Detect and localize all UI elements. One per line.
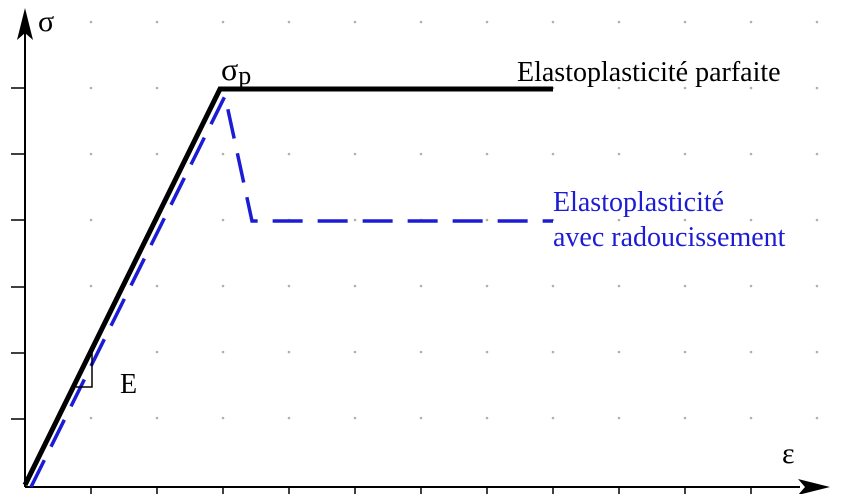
grid-dot [155, 152, 159, 156]
grid-dot [485, 152, 489, 156]
grid-dot [287, 284, 291, 288]
grid-dot [353, 284, 357, 288]
slope-triangle [76, 350, 93, 388]
grid-dot [617, 152, 621, 156]
grid-dot [221, 20, 225, 24]
grid-dot [749, 86, 753, 90]
grid-dot [155, 350, 159, 354]
grid-dot [551, 284, 555, 288]
softening-curve [29, 90, 553, 488]
grid-dot [815, 86, 819, 90]
grid-dot [617, 20, 621, 24]
grid-dot [749, 350, 753, 354]
grid-dot [749, 152, 753, 156]
peak-stress-label: σp [221, 51, 251, 90]
grid-dot [485, 416, 489, 420]
grid-dot [683, 218, 687, 222]
grid-dot [287, 20, 291, 24]
grid-dot [551, 152, 555, 156]
grid-dot [419, 20, 423, 24]
grid-dot [419, 284, 423, 288]
grid-dot [485, 218, 489, 222]
grid-dot [749, 416, 753, 420]
grid-dot [617, 284, 621, 288]
grid-dot [749, 218, 753, 222]
grid-dot [221, 284, 225, 288]
grid-dot [419, 152, 423, 156]
grid-dot [419, 416, 423, 420]
grid-dot [683, 416, 687, 420]
grid-dot [353, 152, 357, 156]
grid-dot [683, 284, 687, 288]
grid-dot [683, 152, 687, 156]
grid-dot [485, 20, 489, 24]
perfect-curve-label: Elastoplasticité parfaite [517, 57, 781, 88]
grid-dot [749, 20, 753, 24]
perfect-elastoplastic-curve [22, 86, 553, 487]
background-dot-grid [89, 20, 819, 420]
grid-dot [89, 20, 93, 24]
grid-dot [815, 416, 819, 420]
grid-dot [485, 284, 489, 288]
grid-dot [221, 350, 225, 354]
grid-dot [815, 350, 819, 354]
softening-curve-label-line-2: avec radoucissement [553, 222, 786, 253]
softening-curve-label-line-1: Elastoplasticité [553, 187, 724, 218]
grid-dot [617, 416, 621, 420]
grid-dot [287, 416, 291, 420]
grid-dot [815, 284, 819, 288]
grid-dot [221, 218, 225, 222]
grid-dot [287, 350, 291, 354]
grid-dot [485, 350, 489, 354]
grid-dot [89, 152, 93, 156]
slope-label: E [120, 369, 137, 400]
grid-dot [683, 20, 687, 24]
grid-dot [89, 416, 93, 420]
grid-dot [155, 416, 159, 420]
grid-dot [221, 152, 225, 156]
y-axis-arrow-icon [17, 8, 33, 40]
grid-dot [221, 416, 225, 420]
grid-dot [551, 350, 555, 354]
grid-dot [89, 284, 93, 288]
grid-dot [155, 284, 159, 288]
grid-dot [815, 218, 819, 222]
x-axis [25, 479, 830, 494]
x-axis-arrow-icon [798, 479, 830, 494]
x-axis-label: ε [782, 437, 795, 470]
grid-dot [551, 20, 555, 24]
grid-dot [551, 416, 555, 420]
grid-dot [89, 218, 93, 222]
grid-dot [353, 416, 357, 420]
grid-dot [617, 218, 621, 222]
grid-dot [89, 86, 93, 90]
grid-dot [683, 86, 687, 90]
grid-dot [815, 20, 819, 24]
grid-dot [353, 20, 357, 24]
grid-dot [155, 20, 159, 24]
grid-dot [815, 152, 819, 156]
peak-stress-symbol: σ [221, 51, 238, 87]
peak-stress-subscript: p [238, 61, 251, 90]
grid-dot [155, 86, 159, 90]
grid-dot [287, 152, 291, 156]
y-axis [17, 8, 33, 487]
grid-dot [749, 284, 753, 288]
y-axis-label: σ [38, 5, 54, 38]
grid-dot [353, 218, 357, 222]
grid-dot [419, 350, 423, 354]
grid-dot [353, 350, 357, 354]
grid-dot [617, 86, 621, 90]
grid-dot [617, 350, 621, 354]
grid-dot [683, 350, 687, 354]
